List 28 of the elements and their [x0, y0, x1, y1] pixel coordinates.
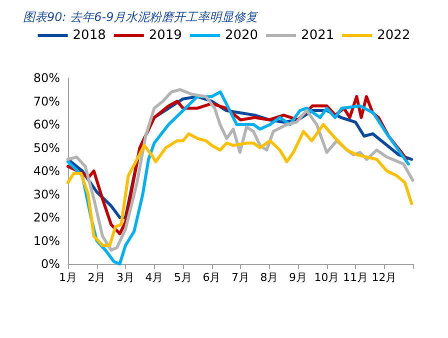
x-tick-label: 9月 [289, 271, 307, 284]
x-tick-label: 4月 [145, 271, 164, 284]
y-tick-label: 0% [40, 257, 60, 271]
legend-label: 2021 [301, 28, 334, 43]
y-tick-label: 20% [33, 210, 60, 224]
x-tick-label: 5月 [174, 271, 192, 284]
x-tick-label: 2月 [88, 271, 106, 284]
x-tick-label: 12月 [372, 271, 397, 284]
x-tick-label: 8月 [260, 271, 278, 284]
legend-label: 2022 [377, 28, 410, 43]
legend-label: 2020 [224, 28, 258, 43]
x-tick-label: 11月 [343, 271, 368, 284]
x-tick-label: 7月 [232, 271, 250, 284]
legend-label: 2018 [72, 28, 106, 43]
x-tick-label: 10月 [314, 271, 340, 284]
x-tick-label: 6月 [202, 271, 221, 284]
y-tick-label: 30% [33, 187, 60, 202]
y-tick-label: 40% [33, 164, 60, 178]
y-tick-label: 60% [33, 118, 60, 132]
legend-label: 2019 [148, 28, 182, 43]
line-series [66, 123, 414, 247]
y-tick-label: 80% [33, 71, 60, 85]
y-tick-label: 70% [33, 94, 60, 108]
y-tick-label: 10% [33, 234, 60, 248]
chart-title: 图表90: 去年6-9月水泥粉磨开工率明显修复 [23, 10, 259, 24]
x-tick-label: 3月 [116, 271, 134, 284]
x-tick-label: 1月 [59, 271, 77, 284]
y-tick-label: 50% [33, 140, 60, 155]
